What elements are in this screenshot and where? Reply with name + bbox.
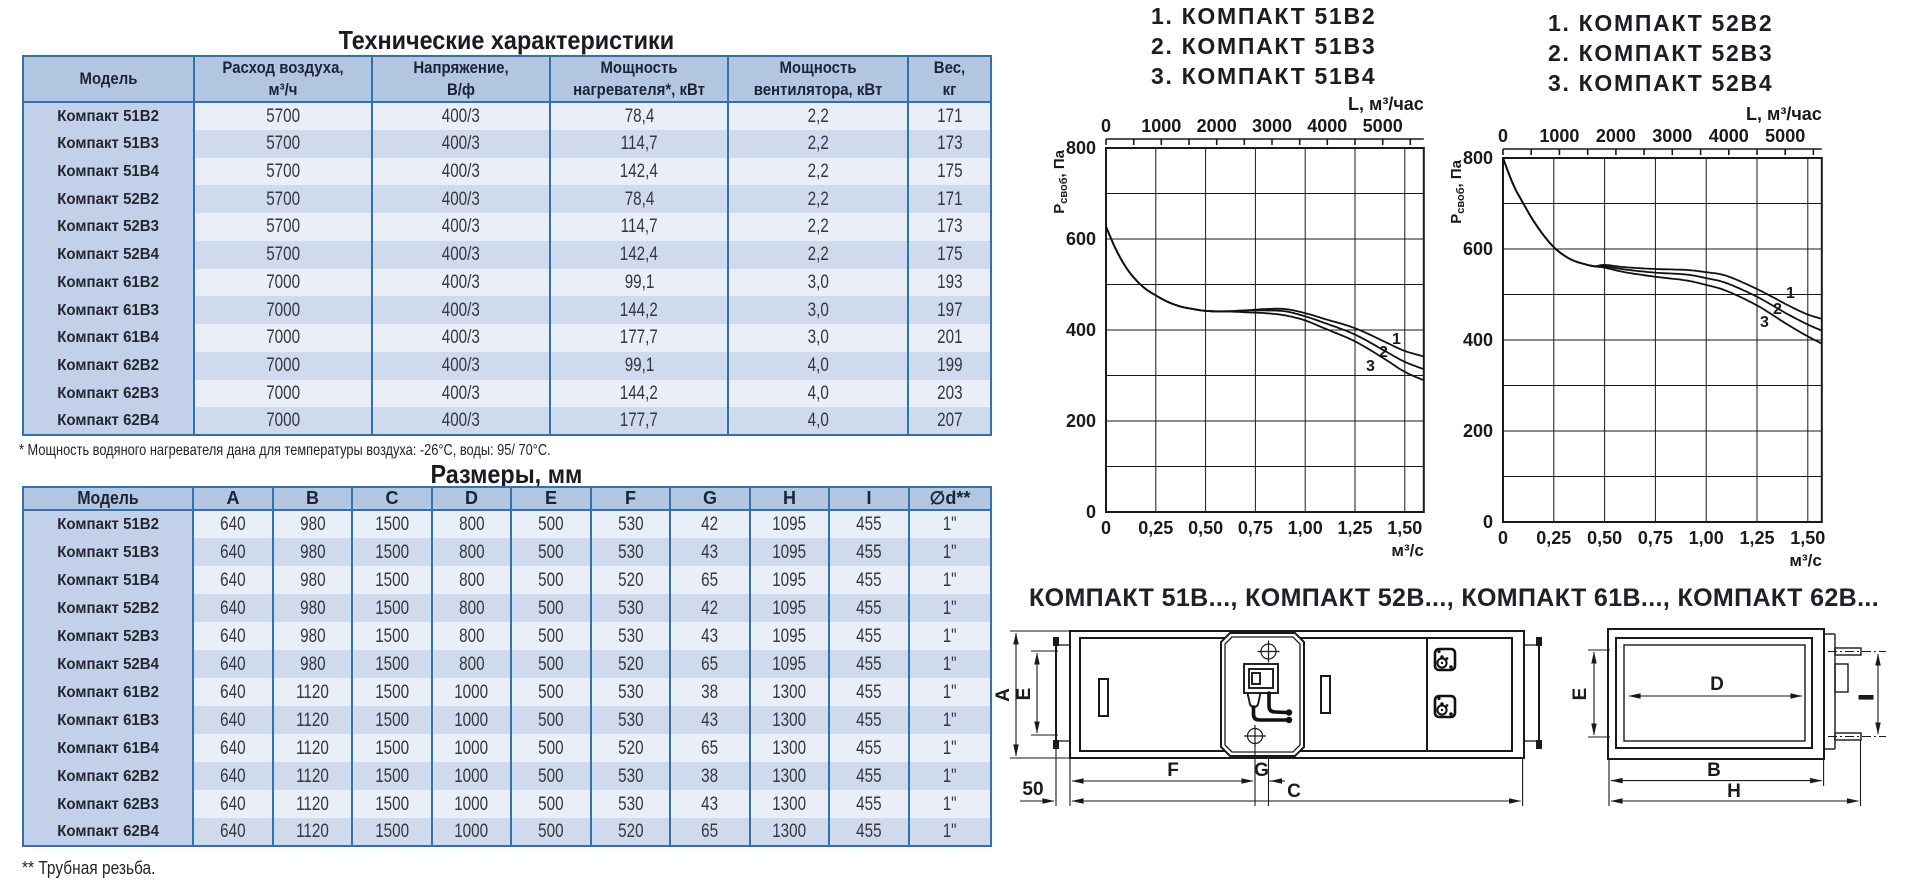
svg-text:5000: 5000	[1363, 116, 1403, 136]
svg-text:50: 50	[1022, 779, 1043, 800]
svg-text:0,25: 0,25	[1536, 528, 1571, 548]
svg-text:0: 0	[1498, 528, 1508, 548]
svg-text:1,50: 1,50	[1790, 528, 1825, 548]
svg-text:2000: 2000	[1596, 126, 1636, 146]
svg-text:4000: 4000	[1307, 116, 1347, 136]
svg-text:800: 800	[1066, 138, 1096, 158]
svg-text:L, м³/час: L, м³/час	[1746, 104, 1822, 124]
svg-text:H: H	[1727, 781, 1741, 802]
svg-text:1: 1	[1786, 285, 1795, 302]
svg-text:Рсвоб, Па: Рсвоб, Па	[1448, 159, 1467, 223]
svg-text:м³/с: м³/с	[1391, 541, 1423, 560]
svg-text:E: E	[1570, 688, 1591, 701]
svg-text:200: 200	[1066, 411, 1096, 431]
svg-text:L, м³/час: L, м³/час	[1348, 94, 1424, 114]
svg-text:1,50: 1,50	[1387, 518, 1422, 538]
svg-text:B: B	[1707, 760, 1721, 781]
svg-text:1,25: 1,25	[1739, 528, 1774, 548]
svg-text:3000: 3000	[1252, 116, 1292, 136]
svg-text:C: C	[1287, 781, 1301, 802]
svg-text:3: 3	[1760, 314, 1769, 331]
svg-text:м³/с: м³/с	[1789, 551, 1821, 570]
svg-text:3000: 3000	[1652, 126, 1692, 146]
svg-text:D: D	[1710, 674, 1724, 695]
svg-text:0,50: 0,50	[1587, 528, 1622, 548]
svg-text:0,75: 0,75	[1638, 528, 1673, 548]
svg-text:1000: 1000	[1141, 116, 1181, 136]
svg-text:A: A	[995, 688, 1014, 702]
svg-text:0: 0	[1101, 518, 1111, 538]
svg-text:2: 2	[1379, 344, 1388, 361]
svg-text:200: 200	[1463, 421, 1493, 441]
svg-text:1,25: 1,25	[1337, 518, 1372, 538]
svg-text:0,75: 0,75	[1238, 518, 1273, 538]
svg-text:0: 0	[1101, 116, 1111, 136]
svg-text:2000: 2000	[1197, 116, 1237, 136]
svg-text:5000: 5000	[1765, 126, 1805, 146]
svg-text:2: 2	[1773, 301, 1782, 318]
svg-text:0: 0	[1086, 502, 1096, 522]
svg-text:0: 0	[1498, 126, 1508, 146]
svg-text:1,00: 1,00	[1689, 528, 1724, 548]
svg-text:600: 600	[1463, 239, 1493, 259]
svg-text:0: 0	[1483, 512, 1493, 532]
svg-text:400: 400	[1066, 320, 1096, 340]
svg-text:G: G	[1254, 760, 1269, 781]
svg-text:E: E	[1014, 688, 1035, 701]
svg-text:3: 3	[1366, 358, 1375, 375]
svg-text:400: 400	[1463, 330, 1493, 350]
svg-text:1,00: 1,00	[1288, 518, 1323, 538]
svg-text:Рсвоб, Па: Рсвоб, Па	[1051, 149, 1070, 213]
svg-text:4000: 4000	[1709, 126, 1749, 146]
svg-text:800: 800	[1463, 148, 1493, 168]
svg-text:0,25: 0,25	[1138, 518, 1173, 538]
svg-text:0,50: 0,50	[1188, 518, 1223, 538]
svg-text:1000: 1000	[1539, 126, 1579, 146]
svg-text:600: 600	[1066, 229, 1096, 249]
svg-text:1: 1	[1392, 331, 1401, 348]
svg-text:F: F	[1167, 760, 1179, 781]
